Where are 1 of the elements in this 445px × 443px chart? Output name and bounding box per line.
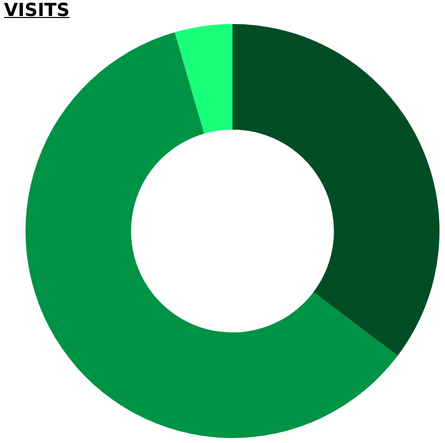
chart-title: VISITS [4,0,70,21]
